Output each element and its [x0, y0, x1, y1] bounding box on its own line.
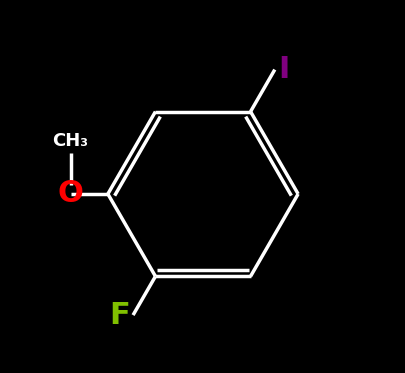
Text: CH₃: CH₃ [53, 132, 88, 150]
Text: O: O [58, 179, 83, 209]
Text: F: F [109, 301, 130, 330]
Text: I: I [277, 55, 288, 84]
